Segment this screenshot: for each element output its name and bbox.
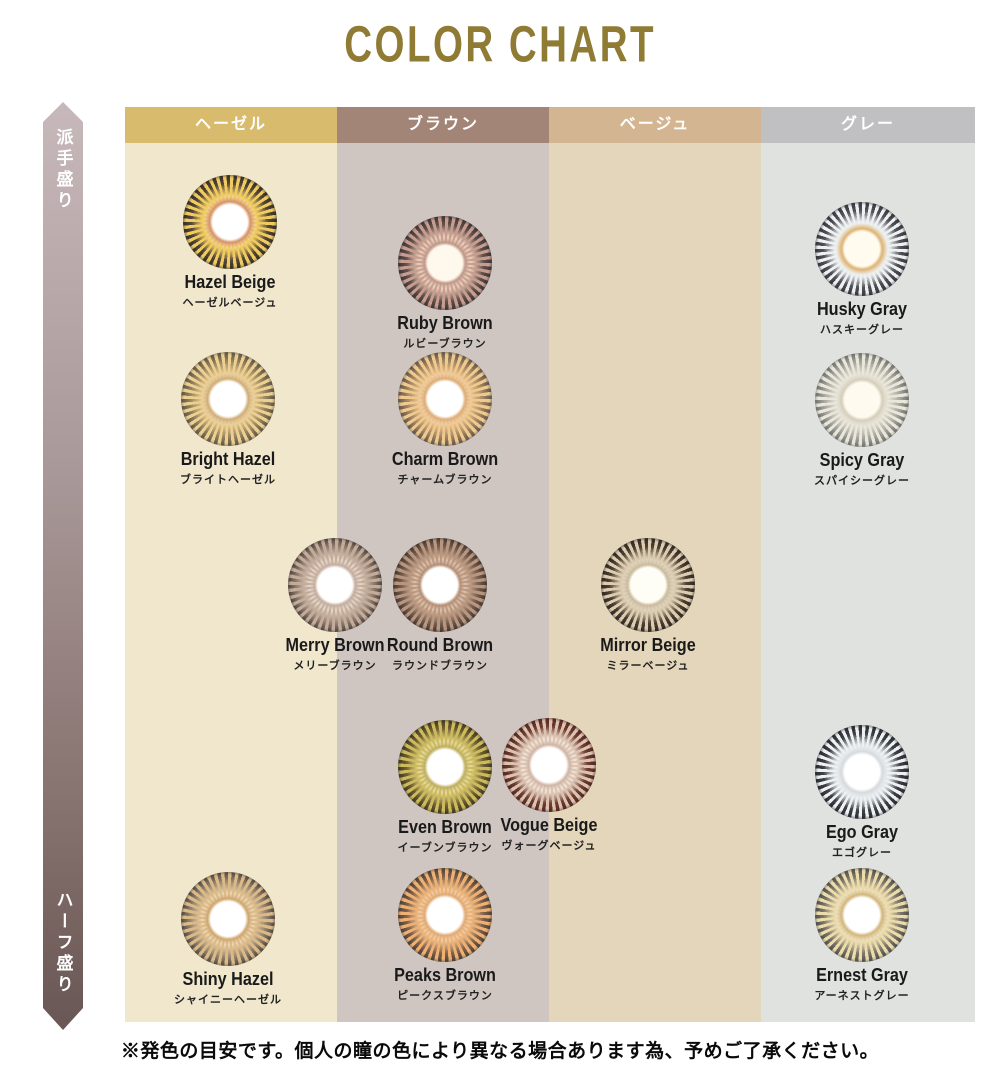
lens-image-charm-brown [398,352,492,446]
lens-card-peaks-brown: Peaks Brown ピークスブラウン [370,868,520,1003]
lens-name: Ego Gray [825,822,899,842]
lens-image-ernest-gray [815,868,909,962]
column-header-beige: ベージュ [549,107,761,143]
lens-name-jp: エゴグレー [832,847,892,859]
footnote: ※発色の目安です。個人の瞳の色により異なる場合あります為、予めご了承ください。 [120,1041,880,1062]
lens-image-even-brown [398,720,492,814]
lens-card-shiny-hazel: Shiny Hazel シャイニーヘーゼル [153,872,303,1007]
column-header-hazel: ヘーゼル [125,107,337,143]
lens-card-merry-brown: Merry Brown メリーブラウン [260,538,410,673]
lens-image-hazel-beige [183,175,277,269]
intensity-top-label: 派手盛り [53,128,73,212]
lens-image-ruby-brown [398,216,492,310]
lens-card-round-brown: Round Brown ラウンドブラウン [365,538,515,673]
lens-name-jp: スパイシーグレー [814,475,910,487]
lens-name: Vogue Beige [500,815,598,835]
lens-name-jp: ヘーゼルベージュ [182,297,278,309]
lens-name: Charm Brown [391,449,499,469]
lens-image-shiny-hazel [181,872,275,966]
lens-name: Ruby Brown [397,313,493,333]
lens-image-mirror-beige [601,538,695,632]
lens-name: Spicy Gray [819,450,905,470]
lens-name-jp: ピークスブラウン [397,990,493,1002]
lens-image-husky-gray [815,202,909,296]
lens-name-jp: アーネストグレー [814,990,910,1002]
lens-card-ernest-gray: Ernest Gray アーネストグレー [787,868,937,1003]
lens-image-ego-gray [815,725,909,819]
lens-name: Bright Hazel [180,449,276,469]
lens-image-vogue-beige [502,718,596,812]
lens-name-jp: ヴォーグベージュ [501,840,597,852]
lens-card-husky-gray: Husky Gray ハスキーグレー [787,202,937,337]
lens-name-jp: ハスキーグレー [820,324,904,336]
lens-name: Merry Brown [285,635,385,655]
page-title: COLOR CHART [344,14,656,73]
lens-card-bright-hazel: Bright Hazel ブライトヘーゼル [153,352,303,487]
lens-name-jp: ルビーブラウン [403,338,487,350]
lens-card-even-brown: Even Brown イーブンブラウン [370,720,520,855]
lens-name-jp: ラウンドブラウン [392,660,488,672]
column-header-brown: ブラウン [337,107,549,143]
lens-name: Mirror Beige [600,635,696,655]
lens-name: Husky Gray [816,299,908,319]
lens-name: Peaks Brown [394,965,496,985]
lens-card-charm-brown: Charm Brown チャームブラウン [370,352,520,487]
lens-name: Shiny Hazel [182,969,274,989]
lens-name-jp: チャームブラウン [397,474,493,486]
lens-card-ego-gray: Ego Gray エゴグレー [787,725,937,860]
lens-image-peaks-brown [398,868,492,962]
lens-name-jp: イーブンブラウン [397,842,493,854]
lens-image-merry-brown [288,538,382,632]
lens-card-vogue-beige: Vogue Beige ヴォーグベージュ [474,718,624,853]
lens-name-jp: ミラーベージュ [606,660,690,672]
lens-name-jp: シャイニーヘーゼル [174,994,282,1006]
lens-card-spicy-gray: Spicy Gray スパイシーグレー [787,353,937,488]
lens-image-bright-hazel [181,352,275,446]
lens-name-jp: メリーブラウン [293,660,377,672]
lens-name: Round Brown [386,635,494,655]
lens-card-ruby-brown: Ruby Brown ルビーブラウン [370,216,520,351]
intensity-bottom-label: ハーフ盛り [53,891,73,996]
lens-image-round-brown [393,538,487,632]
lens-name: Even Brown [398,817,492,837]
lens-card-mirror-beige: Mirror Beige ミラーベージュ [573,538,723,673]
lens-image-spicy-gray [815,353,909,447]
intensity-scale-arrow: 派手盛り ハーフ盛り [43,102,83,1030]
lens-card-hazel-beige: Hazel Beige ヘーゼルベージュ [155,175,305,310]
lens-name-jp: ブライトヘーゼル [180,474,276,486]
lens-name: Ernest Gray [816,965,908,985]
lens-name: Hazel Beige [184,272,276,292]
column-header-gray: グレー [761,107,975,143]
